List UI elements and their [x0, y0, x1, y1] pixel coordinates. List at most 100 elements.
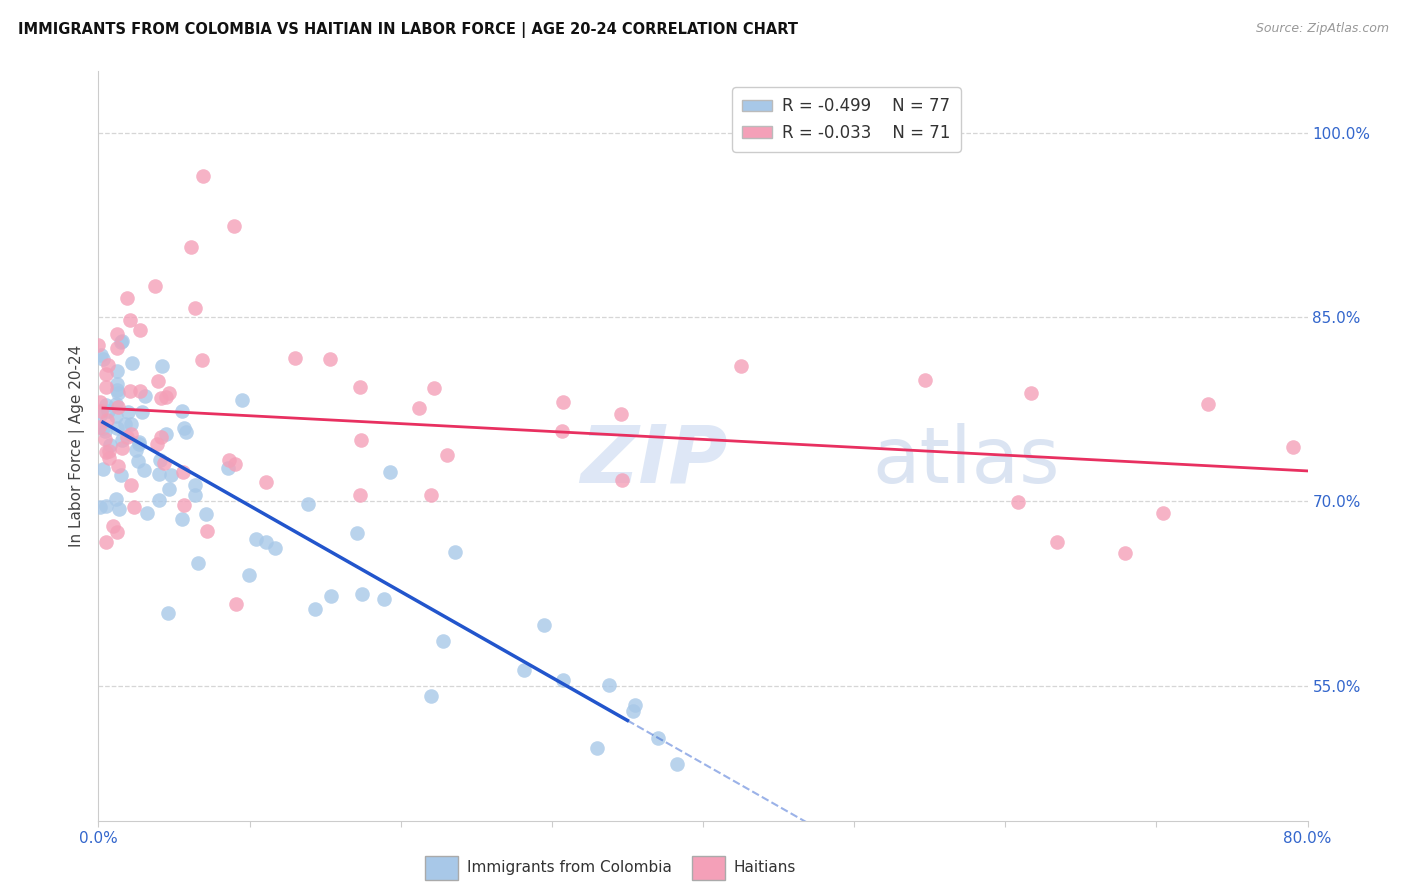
Point — [551, 673, 574, 687]
Point — [115, 291, 138, 305]
Point — [90, 348, 112, 362]
Point — [120, 426, 142, 441]
Point — [125, 443, 148, 458]
Text: Haitians: Haitians — [734, 861, 796, 875]
Point — [150, 359, 173, 373]
Point — [114, 417, 136, 432]
Point — [195, 508, 218, 522]
Point — [245, 533, 267, 547]
Point — [87, 338, 110, 352]
Point — [94, 499, 117, 513]
Point — [666, 756, 689, 771]
Point — [96, 367, 118, 381]
Point — [173, 421, 195, 435]
Point — [1007, 494, 1029, 508]
Point — [231, 393, 253, 408]
Point — [224, 457, 246, 471]
Point — [143, 278, 166, 293]
Point — [432, 634, 454, 648]
Text: atlas: atlas — [872, 423, 1060, 499]
Point — [149, 430, 172, 444]
Point — [100, 438, 122, 452]
Point — [180, 240, 202, 254]
Point — [107, 327, 129, 342]
Text: Source: ZipAtlas.com: Source: ZipAtlas.com — [1256, 22, 1389, 36]
Point — [191, 352, 214, 367]
Point — [97, 404, 120, 418]
Point — [349, 433, 371, 447]
Point — [105, 364, 128, 378]
Text: Immigrants from Colombia: Immigrants from Colombia — [467, 861, 672, 875]
Point — [533, 617, 555, 632]
Point — [104, 492, 127, 507]
Text: IMMIGRANTS FROM COLOMBIA VS HAITIAN IN LABOR FORCE | AGE 20-24 CORRELATION CHART: IMMIGRANTS FROM COLOMBIA VS HAITIAN IN L… — [18, 22, 799, 38]
Point — [420, 689, 443, 703]
Point — [94, 534, 117, 549]
Point — [122, 500, 145, 515]
Point — [111, 433, 134, 447]
Point — [225, 597, 247, 611]
Point — [149, 453, 172, 467]
Point — [110, 467, 132, 482]
Point — [436, 448, 458, 462]
Point — [98, 444, 121, 458]
Point — [128, 435, 150, 450]
Point — [349, 488, 371, 502]
Point — [90, 404, 112, 418]
Point — [610, 473, 633, 487]
Point — [1045, 535, 1067, 549]
Point — [129, 323, 152, 337]
Point — [184, 488, 207, 502]
Point — [254, 475, 277, 489]
Point — [730, 359, 752, 373]
Point — [94, 432, 117, 446]
Point — [149, 391, 172, 405]
Point — [187, 556, 209, 570]
Point — [94, 445, 117, 459]
Point — [107, 400, 129, 414]
Point — [1197, 397, 1219, 411]
Point — [135, 506, 157, 520]
Point — [104, 396, 127, 410]
Point — [115, 430, 138, 444]
Point — [914, 373, 936, 387]
Point — [1282, 440, 1305, 454]
Point — [118, 384, 141, 398]
Point — [159, 467, 181, 482]
Point — [264, 541, 287, 556]
Point — [217, 461, 239, 475]
Point — [321, 589, 343, 603]
Point — [184, 478, 207, 492]
Point — [129, 384, 152, 398]
Point — [157, 483, 180, 497]
Point — [121, 356, 143, 370]
Point — [101, 518, 124, 533]
Point — [647, 731, 669, 745]
Point — [97, 359, 120, 373]
Point — [352, 587, 374, 601]
Point — [551, 424, 574, 438]
Point — [319, 351, 342, 366]
Point — [173, 499, 195, 513]
Point — [107, 458, 129, 473]
Point — [146, 437, 169, 451]
Point — [610, 407, 633, 421]
Point — [107, 385, 129, 400]
Point — [420, 488, 443, 502]
Point — [346, 525, 368, 540]
Point — [170, 512, 193, 526]
Point — [304, 601, 326, 615]
Point — [107, 341, 129, 355]
Point — [127, 454, 149, 468]
Point — [551, 395, 574, 409]
Point — [89, 500, 111, 514]
Point — [423, 381, 446, 395]
Point — [598, 678, 620, 692]
Point — [117, 404, 139, 418]
Point — [120, 417, 142, 431]
Point — [93, 421, 115, 435]
Point — [1114, 546, 1136, 560]
Y-axis label: In Labor Force | Age 20-24: In Labor Force | Age 20-24 — [69, 345, 86, 547]
Point — [91, 352, 114, 367]
Point — [586, 740, 609, 755]
